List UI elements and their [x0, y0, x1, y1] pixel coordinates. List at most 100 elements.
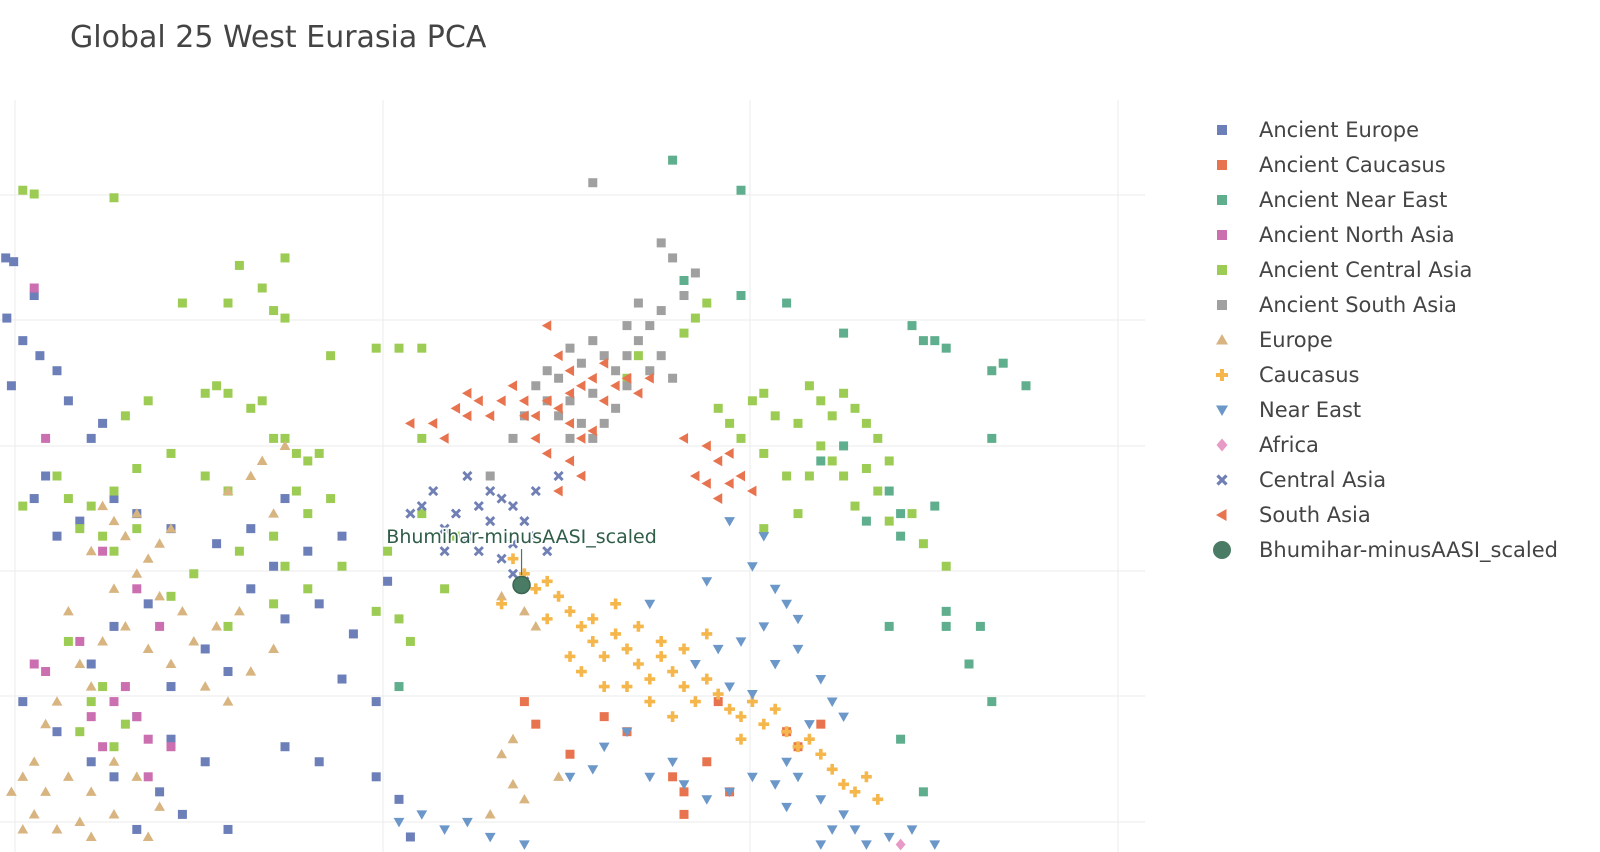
legend-item-ancient-near-east[interactable]: Ancient Near East [1208, 182, 1600, 217]
series-africa[interactable] [895, 838, 906, 851]
data-point[interactable] [645, 366, 655, 376]
data-point[interactable] [268, 643, 279, 654]
data-point[interactable] [565, 433, 575, 443]
series-ancient-near-east[interactable] [394, 155, 1031, 797]
data-point[interactable] [668, 253, 678, 263]
data-point[interactable] [576, 418, 586, 428]
data-point[interactable] [143, 599, 153, 609]
legend-item-central-asia[interactable]: Central Asia [1208, 462, 1600, 497]
data-point[interactable] [98, 682, 108, 692]
data-point[interactable] [17, 771, 29, 781]
data-point[interactable] [394, 614, 404, 624]
data-point[interactable] [918, 787, 928, 797]
data-point[interactable] [86, 757, 96, 767]
data-point[interactable] [199, 681, 211, 691]
data-point[interactable] [542, 546, 553, 557]
data-point[interactable] [588, 388, 598, 398]
data-point[interactable] [930, 501, 940, 511]
data-point[interactable] [120, 530, 131, 541]
series-bhumihar-minusaasi-scaled[interactable] [512, 575, 531, 595]
data-point[interactable] [108, 515, 120, 526]
data-point[interactable] [815, 840, 827, 850]
data-point[interactable] [896, 531, 906, 541]
data-point[interactable] [371, 606, 381, 616]
data-point[interactable] [827, 456, 837, 466]
data-point[interactable] [86, 712, 96, 722]
data-point[interactable] [598, 395, 609, 407]
data-point[interactable] [781, 726, 792, 738]
data-point[interactable] [792, 644, 804, 655]
series-central-asia[interactable] [405, 470, 564, 587]
data-point[interactable] [759, 448, 769, 458]
data-point[interactable] [576, 433, 586, 444]
legend-item-africa[interactable]: Africa [1208, 427, 1600, 462]
data-point[interactable] [188, 636, 200, 646]
data-point[interactable] [861, 516, 871, 526]
data-point[interactable] [564, 387, 575, 399]
data-point[interactable] [28, 809, 40, 819]
data-point[interactable] [18, 697, 28, 707]
data-point[interactable] [735, 733, 747, 745]
data-point[interactable] [75, 727, 85, 737]
data-point[interactable] [975, 621, 985, 631]
data-point[interactable] [644, 372, 654, 384]
data-point[interactable] [280, 433, 290, 443]
data-point[interactable] [280, 742, 290, 752]
data-point[interactable] [326, 351, 336, 361]
data-point[interactable] [587, 425, 597, 437]
data-point[interactable] [132, 524, 142, 534]
data-point[interactable] [587, 636, 599, 647]
data-point[interactable] [998, 358, 1008, 368]
data-point[interactable] [781, 757, 792, 768]
data-point[interactable] [724, 478, 734, 489]
data-point[interactable] [598, 681, 610, 692]
data-point[interactable] [212, 539, 222, 549]
data-point[interactable] [747, 562, 758, 572]
data-point[interactable] [588, 178, 598, 188]
data-point[interactable] [918, 336, 928, 346]
data-point[interactable] [246, 403, 256, 413]
data-point[interactable] [519, 840, 530, 850]
data-point[interactable] [132, 463, 142, 473]
series-near-east[interactable] [393, 517, 941, 850]
data-point[interactable] [131, 568, 143, 578]
data-point[interactable] [701, 628, 713, 640]
data-point[interactable] [51, 696, 63, 706]
data-point[interactable] [769, 703, 781, 715]
legend-item-south-asia[interactable]: South Asia [1208, 497, 1600, 532]
data-point[interactable] [109, 193, 119, 203]
data-point[interactable] [85, 831, 97, 842]
data-point[interactable] [383, 576, 393, 586]
data-point[interactable] [792, 772, 804, 783]
data-point[interactable] [610, 628, 621, 640]
data-point[interactable] [724, 682, 735, 692]
data-point[interactable] [826, 763, 838, 775]
data-point[interactable] [826, 697, 838, 707]
data-point[interactable] [838, 810, 849, 820]
data-point[interactable] [484, 410, 495, 422]
data-point[interactable] [462, 531, 473, 542]
data-point[interactable] [63, 636, 73, 646]
data-point[interactable] [712, 455, 723, 467]
data-point[interactable] [166, 742, 176, 752]
data-point[interactable] [212, 381, 222, 391]
data-point[interactable] [701, 478, 711, 489]
data-point[interactable] [782, 298, 792, 308]
data-point[interactable] [108, 809, 120, 819]
data-point[interactable] [314, 757, 324, 767]
data-point[interactable] [541, 320, 552, 331]
data-point[interactable] [792, 741, 804, 753]
data-point[interactable] [553, 771, 564, 781]
data-point[interactable] [416, 501, 427, 512]
data-point[interactable] [348, 629, 358, 639]
data-point[interactable] [234, 546, 244, 556]
data-point[interactable] [120, 719, 130, 729]
data-point[interactable] [884, 516, 894, 526]
data-point[interactable] [223, 824, 233, 834]
data-point[interactable] [621, 372, 632, 384]
data-point[interactable] [154, 590, 165, 601]
data-point[interactable] [964, 659, 974, 669]
data-point[interactable] [142, 831, 154, 842]
data-point[interactable] [18, 185, 28, 195]
data-point[interactable] [679, 809, 689, 819]
